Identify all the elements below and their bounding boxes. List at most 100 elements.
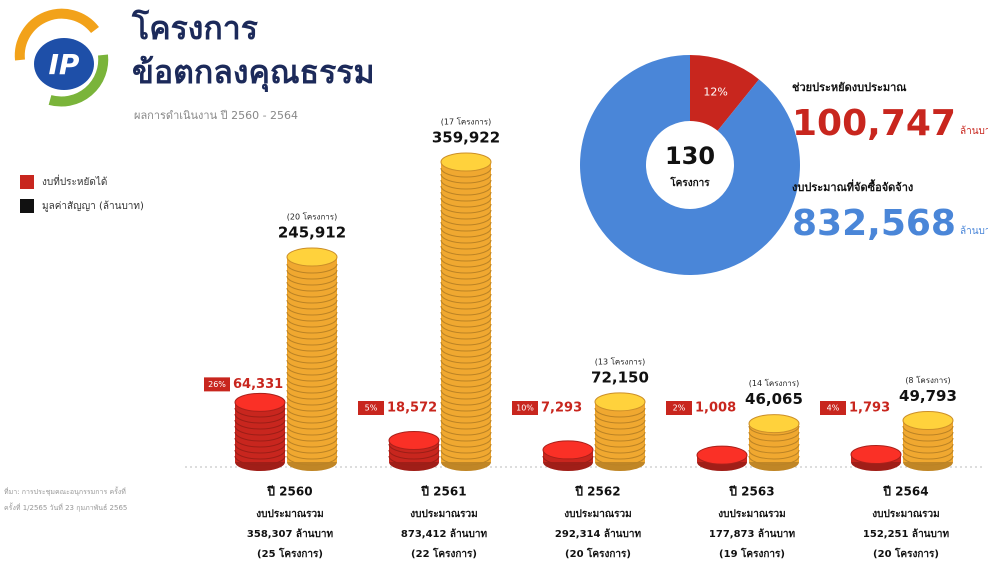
coin-edge <box>440 251 492 262</box>
category-detail: งบประมาณรวม <box>564 508 631 520</box>
coin-edge <box>440 209 492 220</box>
coin-edge <box>440 203 492 214</box>
coin-edge <box>234 425 286 436</box>
coin-edge <box>286 299 338 310</box>
coin-edge <box>286 407 338 418</box>
category-detail: 358,307 ล้านบาท <box>247 528 334 540</box>
coin-edge <box>234 419 286 430</box>
coin-edge <box>286 281 338 292</box>
coin-edge <box>440 185 492 196</box>
unit-label: ล้านบาท <box>960 225 988 237</box>
category-detail: งบประมาณรวม <box>410 508 477 520</box>
coin-edge <box>440 347 492 358</box>
coin-edge <box>440 293 492 304</box>
legend-swatch <box>20 199 34 213</box>
coin-edge <box>594 425 646 436</box>
category-detail: งบประมาณรวม <box>872 508 939 520</box>
coin-edge <box>440 425 492 436</box>
coin-edge <box>440 365 492 376</box>
coin-top <box>286 247 338 267</box>
coin-top <box>594 392 646 412</box>
coin-edge <box>286 389 338 400</box>
category-detail: (20 โครงการ) <box>565 547 631 560</box>
percent-label: 5% <box>365 404 378 413</box>
coin-edge <box>440 299 492 310</box>
legend-label: ช่วยประหยัดงบประมาณ <box>792 81 907 94</box>
category-detail: 873,412 ล้านบาท <box>401 528 488 540</box>
coin-edge <box>440 221 492 232</box>
value-label: 1,008 <box>695 401 736 416</box>
coin-edge <box>286 293 338 304</box>
coin-edge <box>234 449 286 460</box>
coin-edge <box>286 431 338 442</box>
coin-top <box>542 440 594 460</box>
coin-stack <box>748 414 800 471</box>
count-label: (13 โครงการ) <box>595 356 645 366</box>
coin-edge <box>234 455 286 466</box>
coin-edge <box>440 419 492 430</box>
percent-tag <box>358 401 384 415</box>
category-detail: งบประมาณรวม <box>256 508 323 520</box>
title: โครงการ <box>131 9 258 47</box>
category-detail: (20 โครงการ) <box>873 547 939 560</box>
count-label: (20 โครงการ) <box>287 212 337 222</box>
coin-edge <box>286 317 338 328</box>
value-label: 18,572 <box>387 401 437 416</box>
percent-label: 4% <box>827 404 840 413</box>
source-note: ครั้งที่ 1/2565 วันที่ 23 กุมภาพันธ์ 256… <box>4 501 127 512</box>
donut-slice <box>690 55 760 131</box>
percent-label: 26% <box>208 380 226 389</box>
value-label: 245,912 <box>278 224 346 242</box>
slice-label: 12% <box>703 85 727 98</box>
coin-stack <box>594 392 646 471</box>
coin-edge <box>440 353 492 364</box>
coin-edge <box>902 455 954 466</box>
coin-edge <box>286 425 338 436</box>
coin-edge <box>440 275 492 286</box>
coin-edge <box>748 455 800 466</box>
coin-edge <box>440 359 492 370</box>
coin-edge <box>286 275 338 286</box>
category-detail: (25 โครงการ) <box>257 547 323 560</box>
coin-edge <box>440 401 492 412</box>
coin-edge <box>594 455 646 466</box>
coin-edge <box>286 395 338 406</box>
coin-top <box>234 392 286 412</box>
coin-edge <box>440 431 492 442</box>
coin-edge <box>594 449 646 460</box>
coin-edge <box>440 341 492 352</box>
x-tick-label: ปี 2560 <box>267 485 313 499</box>
coin-edge <box>388 455 440 466</box>
category-detail: งบประมาณรวม <box>718 508 785 520</box>
coin-stack <box>234 392 286 471</box>
coin-edge <box>286 443 338 454</box>
x-tick-label: ปี 2563 <box>729 485 775 499</box>
coin-edge <box>286 311 338 322</box>
coin-edge <box>440 377 492 388</box>
percent-label: 10% <box>516 404 534 413</box>
coin-edge <box>440 371 492 382</box>
legend-label: มูลค่าสัญญา (ล้านบาท) <box>42 200 144 212</box>
subtitle: ผลการดำเนินงาน ปี 2560 - 2564 <box>134 109 298 122</box>
coin-stack <box>902 410 954 471</box>
coin-top <box>902 410 954 430</box>
coin-edge <box>594 413 646 424</box>
coin-edge <box>440 395 492 406</box>
coin-edge <box>440 173 492 184</box>
value-label: 1,793 <box>849 401 890 416</box>
x-tick-label: ปี 2561 <box>421 485 467 499</box>
coin-edge <box>440 287 492 298</box>
coin-edge <box>440 335 492 346</box>
coin-edge <box>440 323 492 334</box>
coin-edge <box>440 389 492 400</box>
coin-edge <box>440 317 492 328</box>
coin-body <box>595 401 645 462</box>
coin-edge <box>440 437 492 448</box>
coin-body <box>441 162 491 462</box>
coin-edge <box>440 449 492 460</box>
coin-edge <box>234 413 286 424</box>
coin-edge <box>234 437 286 448</box>
value-label: 64,331 <box>233 377 283 392</box>
logo-arc <box>14 8 99 61</box>
